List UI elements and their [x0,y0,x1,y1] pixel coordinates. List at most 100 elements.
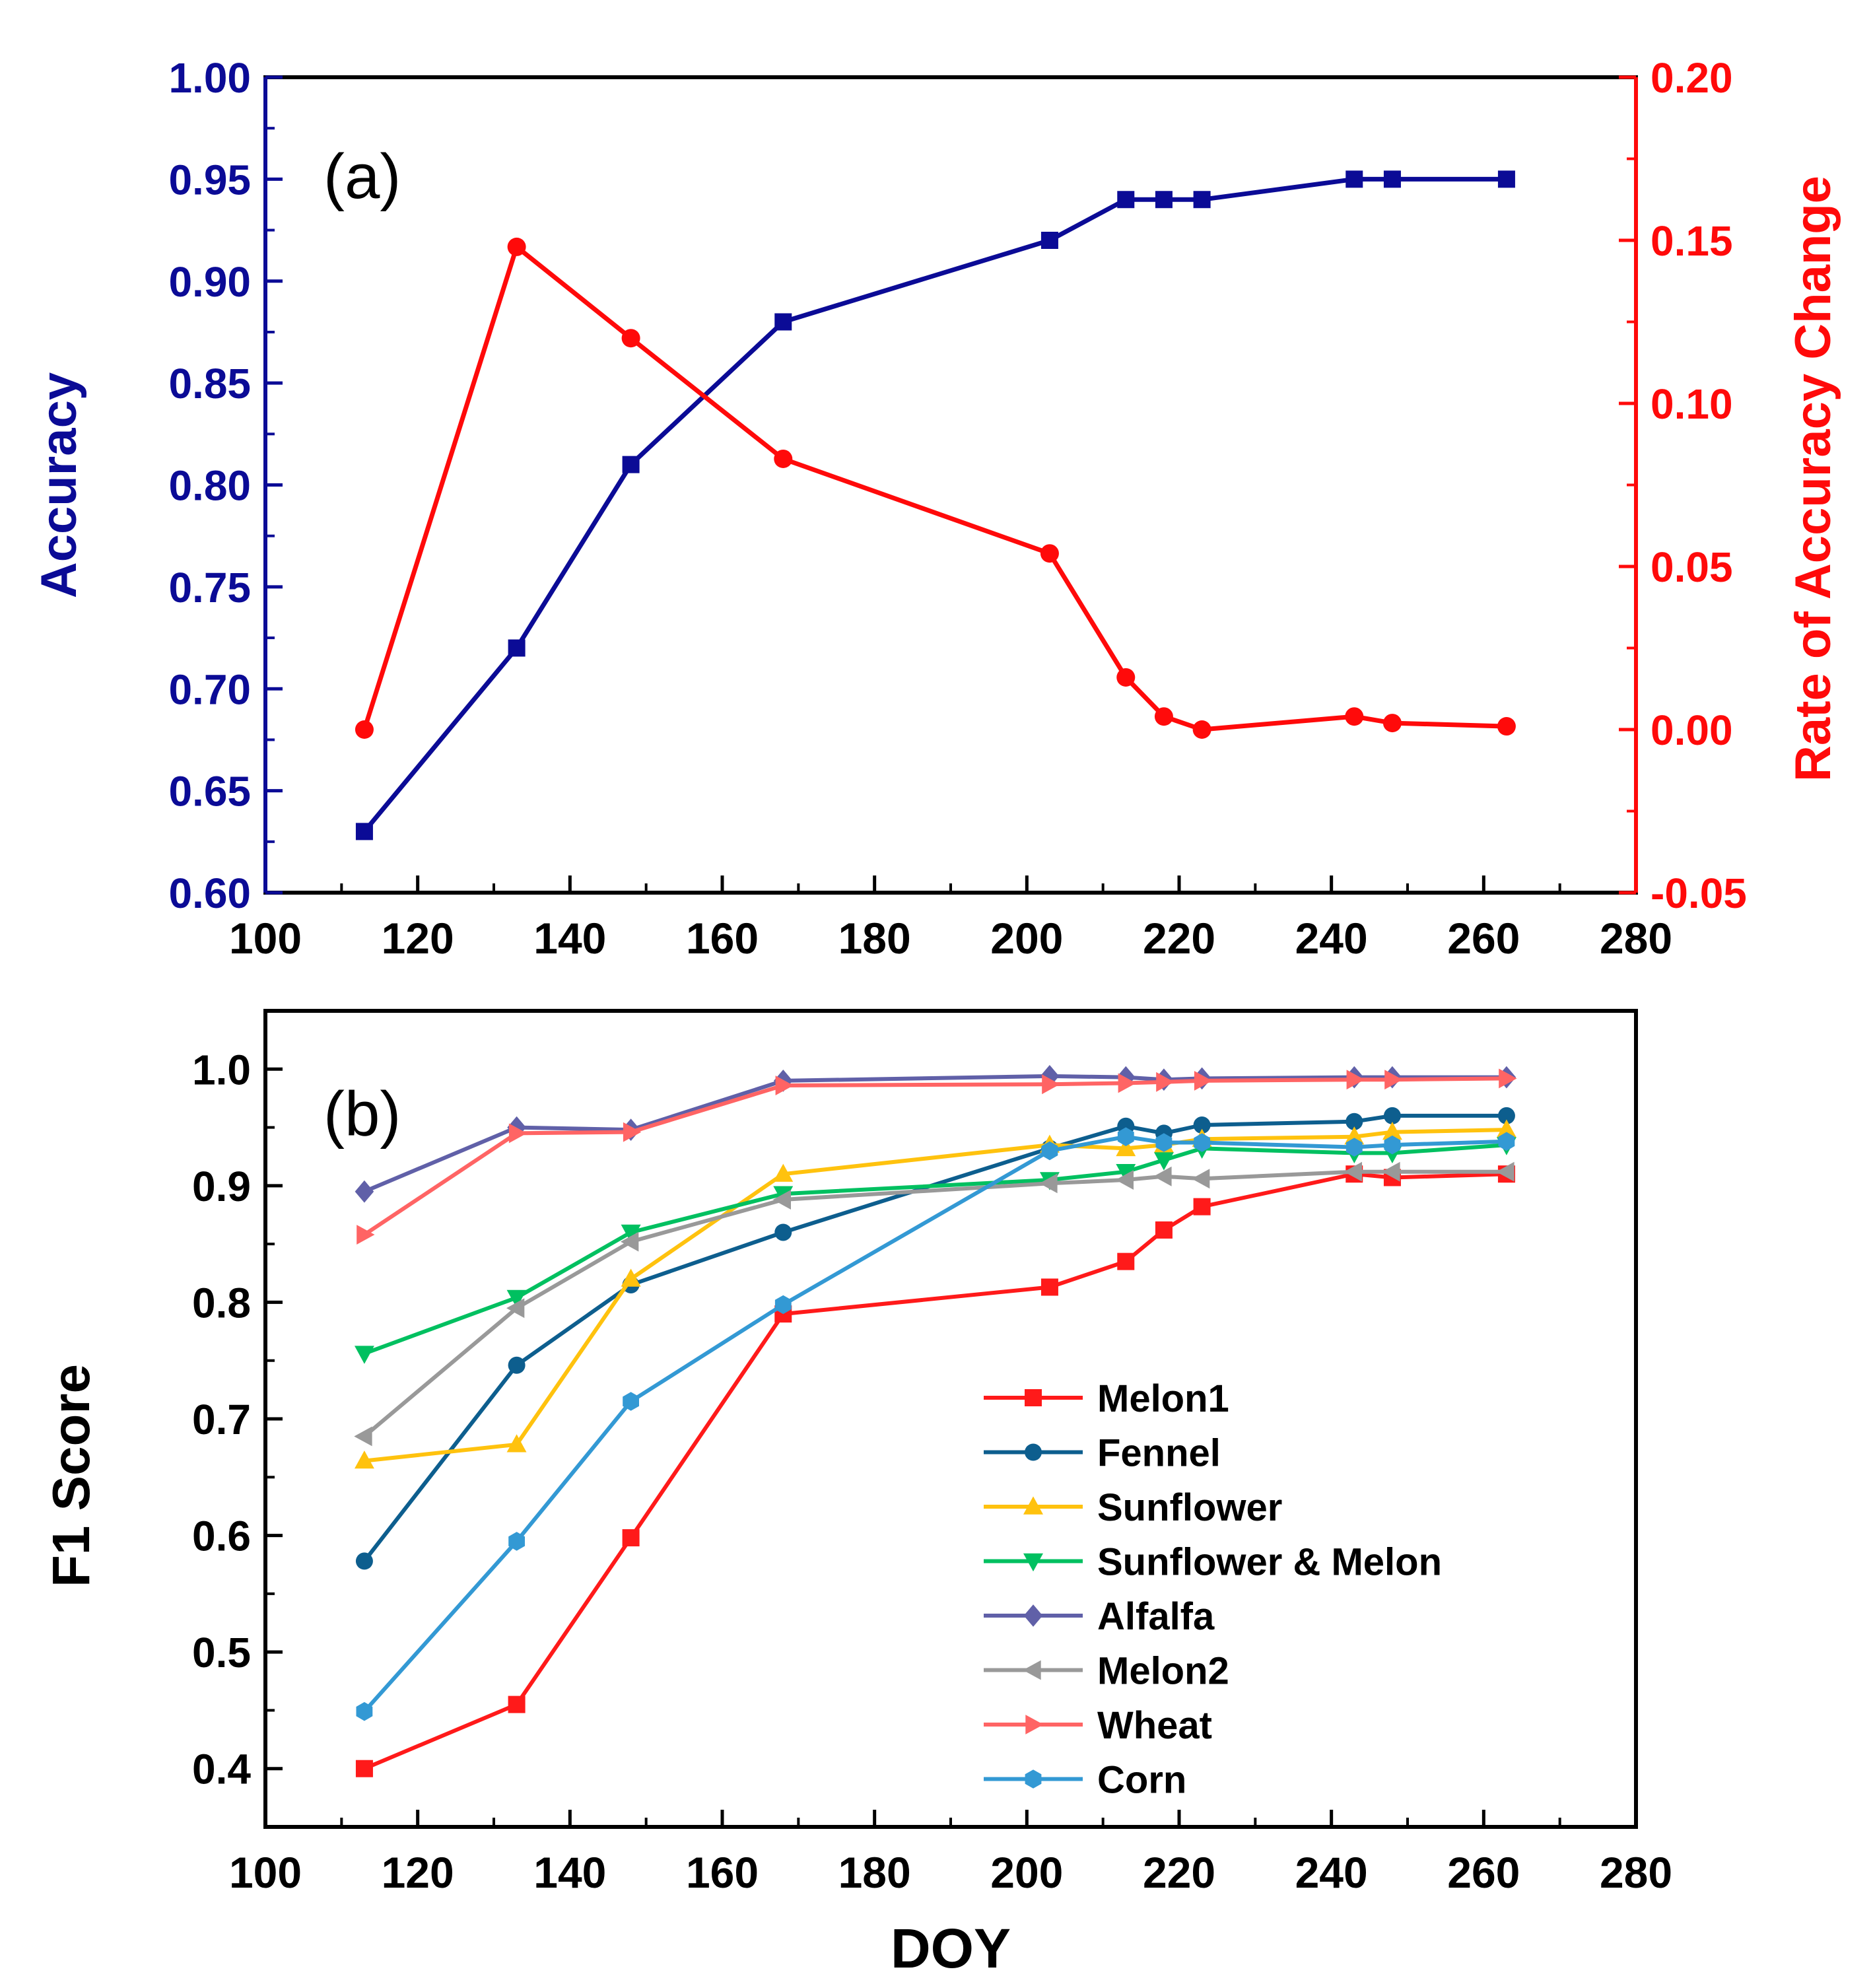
panel-b-f1-chart: 100 120 140 160 180 200 220 240 260 280 0.40.50.6… [42,1011,1672,1979]
panel-a-point-rate [1383,714,1402,732]
panel-b-point-melon1 [508,1696,526,1713]
panel-a-x-tick-label: 200 [990,914,1063,963]
panel-b-y-tick-label: 0.8 [192,1279,251,1326]
panel-b-series-line-fennel [364,1116,1507,1561]
panel-b-point-fennel [508,1357,526,1374]
panel-a-accuracy-chart: 100 120 140 160 180 200 220 240 260 280 0.60 0.65 0… [31,54,1841,963]
legend-swatch-marker [1025,1769,1042,1789]
panel-a-point-rate [508,238,526,256]
panel-a-point-accuracy [1117,191,1134,208]
panel-b-y-tick-label: 0.9 [192,1163,251,1210]
panel-b-point-melon1 [1194,1198,1211,1216]
panel-a-y-tick-label: 0.80 [168,462,251,510]
panel-a-series [355,170,1516,840]
panel-b-point-fennel [774,1223,792,1241]
panel-b-point-melon2 [354,1427,372,1447]
panel-b-x-tick-label: 260 [1447,1848,1520,1897]
legend-label: Sunflower [1097,1486,1282,1529]
panel-b-point-melon1 [1155,1221,1173,1239]
figure: 100 120 140 160 180 200 220 240 260 280 0.60 0.65 0… [0,0,1873,1988]
panel-a-x-tick-label: 260 [1447,914,1520,963]
panel-a-y2-tick-label: -0.05 [1651,870,1747,917]
legend-item-alfalfa: Alfalfa [984,1595,1215,1638]
panel-b-y-ticks: 0.4 0.5 0.6 0.7 0.8 0.9 1.0 [192,1046,283,1827]
panel-a-label: (a) [324,141,401,212]
panel-a-y-ticks: 0.600.650.700.750.800.850.900.951.00 [168,54,283,917]
legend-label: Melon2 [1097,1650,1229,1693]
panel-a-point-accuracy [356,823,373,840]
panel-b-x-tick-label: 200 [990,1848,1063,1897]
legend-label: Sunflower & Melon [1097,1541,1442,1584]
panel-a-plot-frame [265,77,1636,893]
legend-item-sunflower-melon: Sunflower & Melon [984,1541,1442,1584]
panel-a-y-axis-title: Accuracy [31,372,87,598]
panel-a-point-accuracy [774,314,792,331]
panel-a-point-accuracy [508,640,526,657]
panel-b-point-melon1 [1117,1253,1134,1270]
panel-a-point-accuracy [623,456,640,473]
panel-a-x-tick-label: 180 [838,914,911,963]
panel-a-series-line-rate [364,247,1507,730]
panel-a-x-tick-label: 280 [1600,914,1672,963]
panel-a-x-tick-label: 240 [1295,914,1368,963]
panel-b-x-tick-label: 180 [838,1848,911,1897]
panel-b-x-tick-label: 120 [382,1848,454,1897]
legend-label: Alfalfa [1097,1595,1215,1638]
legend-item-melon1: Melon1 [984,1377,1229,1420]
legend-item-fennel: Fennel [984,1432,1221,1475]
legend-item-wheat: Wheat [984,1704,1212,1747]
panel-b-x-tick-label: 160 [686,1848,759,1897]
panel-a-point-accuracy [1384,170,1401,188]
panel-b-y-tick-label: 0.5 [192,1629,251,1676]
panel-a-point-rate [1155,707,1173,726]
panel-b-x-tick-label: 240 [1295,1848,1368,1897]
legend-label: Wheat [1097,1704,1212,1747]
panel-a-point-accuracy [1041,232,1058,249]
panel-a-y-tick-label: 0.65 [168,768,251,815]
panel-a-point-rate [1040,544,1059,563]
panel-a-y2-tick-label: 0.20 [1651,54,1733,102]
panel-a-y2-ticks: -0.05 0.00 0.05 0.10 0.15 0.20 [1619,54,1747,917]
panel-a-y-tick-label: 1.00 [168,54,251,102]
panel-b-series-line-melon2 [364,1172,1507,1437]
panel-b-point-melon1 [623,1529,640,1546]
panel-a-y2-tick-label: 0.00 [1651,706,1733,754]
legend-item-melon2: Melon2 [984,1650,1229,1693]
panel-a-y-tick-label: 0.85 [168,360,251,407]
legend-item-corn: Corn [984,1759,1186,1802]
panel-b-point-melon2 [1153,1167,1171,1186]
panel-b-x-tick-label: 140 [533,1848,606,1897]
panel-b-y-tick-label: 1.0 [192,1046,251,1093]
panel-a-x-tick-label: 100 [229,914,302,963]
panel-b-label: (b) [324,1079,401,1149]
panel-a-x-tick-label: 160 [686,914,759,963]
legend-label: Melon1 [1097,1377,1229,1420]
panel-b-y-axis-title: F1 Score [42,1364,100,1587]
panel-a-point-rate [622,329,640,347]
panel-a-point-rate [355,720,374,739]
panel-b-y-tick-label: 0.7 [192,1396,251,1443]
legend-item-sunflower: Sunflower [984,1486,1282,1529]
panel-a-point-accuracy [1345,170,1363,188]
panel-a-x-tick-label: 120 [382,914,454,963]
panel-b-y-tick-label: 0.6 [192,1513,251,1560]
panel-a-y-tick-label: 0.60 [168,870,251,917]
panel-b-series-line-corn [364,1137,1507,1712]
legend-swatch-marker [1023,1661,1040,1680]
panel-b-point-sunflower [621,1269,641,1287]
panel-a-y2-axis-title: Rate of Accuracy Change [1785,176,1841,782]
panel-a-x-tick-label: 220 [1143,914,1215,963]
panel-a-y-tick-label: 0.75 [168,564,251,611]
panel-b-point-fennel [1384,1107,1401,1124]
panel-a-y-tick-label: 0.70 [168,666,251,713]
legend-swatch-marker [1024,1604,1043,1627]
panel-a-point-rate [774,450,792,468]
panel-a-y-tick-label: 0.90 [168,258,251,306]
panel-b-point-fennel [356,1552,373,1569]
panel-a-x-tick-label: 140 [533,914,606,963]
legend-label: Corn [1097,1759,1186,1802]
panel-b-series-line-melon1 [364,1174,1507,1769]
panel-a-point-rate [1345,707,1363,726]
legend-swatch-marker [1025,1389,1042,1406]
panel-a-y2-tick-label: 0.10 [1651,380,1733,428]
